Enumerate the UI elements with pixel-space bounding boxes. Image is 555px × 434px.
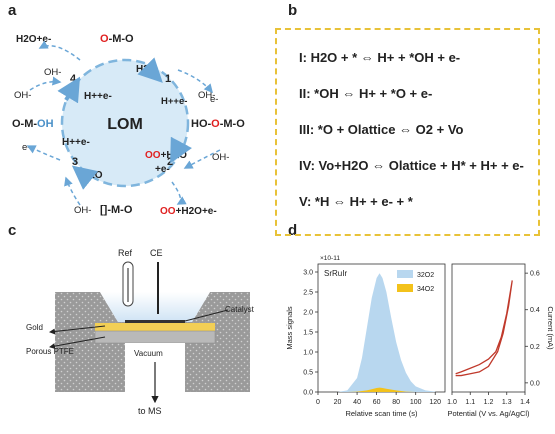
chart2-xtick-label: 1.1 (465, 399, 475, 406)
chart2-ytick-label: 0.2 (530, 344, 540, 351)
arrow-step3 (26, 145, 61, 161)
ref-label: Ref (118, 248, 133, 258)
vacuum-label: Vacuum (134, 349, 163, 358)
chart1-xlabel: Relative scan time (s) (345, 409, 418, 418)
chart1-xtick-label: 20 (334, 399, 342, 406)
top-species: O-M-O (100, 33, 134, 45)
panel-label-b: b (288, 2, 298, 19)
arrow-step3b (64, 176, 81, 206)
chart2-ytick-label: 0.4 (530, 307, 540, 314)
catalyst-label: Catalyst (225, 305, 255, 314)
oh-label-4: OH- (212, 152, 229, 163)
e-label-2: e- (22, 142, 30, 153)
panel-label-d: d (288, 222, 298, 239)
chart1-ytick-label: 2.5 (303, 290, 313, 297)
legend-label-34o2: 34O2 (417, 286, 434, 293)
ptfe-layer (94, 330, 216, 344)
cycle-arrow-1 (137, 57, 163, 83)
oh-label-3: OH- (198, 90, 215, 101)
ptfe-label: Porous PTFE (26, 347, 74, 356)
gold-leader (49, 325, 106, 335)
gold-label: Gold (26, 323, 43, 332)
legend-label-32o2: 32O2 (417, 272, 434, 279)
arrow-step1 (177, 69, 213, 94)
equation-4: IV: Vo+H2O ⇔ Olattice + H* + H+ + e- (299, 158, 524, 173)
arrow-step2 (183, 149, 221, 169)
catalyst-layer (125, 320, 185, 323)
step2-o-o: OO+H2O (145, 150, 187, 161)
chart1-ytick-label: 0.5 (303, 370, 313, 377)
chart1-scale-label: ×10-11 (320, 255, 340, 262)
equation-2: II: *OH ⇔ H+ + *O + e- (299, 86, 433, 101)
lom-center-label: LOM (107, 116, 143, 133)
equation-1: I: H2O + * ⇔ H+ + *OH + e- (299, 50, 461, 65)
legend-swatch-34o2 (397, 284, 413, 292)
chart2-xtick-label: 1.3 (502, 399, 512, 406)
chart1-xtick-label: 80 (392, 399, 400, 406)
oh-label-1: OH- (44, 67, 61, 78)
chart1-ytick-label: 0.0 (303, 390, 313, 397)
ce-label: CE (150, 248, 163, 258)
lom-cycle-diagram: LOM O-M-O H2O+e- O-M-OH HO-O-M-O []-M-O … (12, 33, 245, 217)
chart1-ytick-label: 1.5 (303, 330, 313, 337)
cycle-arrow-2 (170, 136, 192, 164)
chart2-xlabel: Potential (V vs. Ag/AgCl) (447, 409, 530, 418)
to-ms-label: to MS (138, 406, 162, 416)
arrow-step2b (171, 181, 187, 205)
step4-proton: H++e- (84, 91, 112, 102)
step-1: 1 (165, 73, 171, 85)
cycle-arrow-3 (71, 165, 99, 190)
series-32o2-area (337, 273, 436, 392)
equation-box: I: H2O + * ⇔ H+ + *OH + e- II: *OH ⇔ H+ … (275, 28, 540, 236)
e-label-1: e- (210, 94, 218, 105)
top-left-product: H2O+e- (16, 34, 51, 45)
chart2-xtick-label: 1.4 (520, 399, 530, 406)
oh-label-2: OH- (14, 90, 31, 101)
top-left-arrow (38, 40, 81, 61)
dems-chart-figure: 0 20 40 60 80 100 120 0.0 0.5 1.0 1.5 2.0 2.5 3.0 ×10-… (285, 255, 555, 418)
step-3: 3 (72, 156, 78, 168)
chart1-xtick-label: 120 (429, 399, 441, 406)
equation-3: III: *O + Olattice ⇔ O2 + Vo (299, 122, 464, 137)
oh-label-5: OH- (74, 205, 91, 216)
step1-proton: H++e- (161, 96, 187, 107)
chart1-ytick-label: 1.0 (303, 350, 313, 357)
dems-cell-schematic: Ref CE Vacuum to MS Catalyst Gold Porous… (26, 248, 255, 416)
legend-swatch-32o2 (397, 270, 413, 278)
series-34o2-area (347, 387, 416, 392)
chart2-frame (451, 263, 526, 393)
chart2-ytick-label: 0.0 (530, 380, 540, 387)
right-species: HO-O-M-O (191, 118, 245, 130)
panel-label-a: a (8, 2, 17, 19)
chart2-xtick-label: 1.0 (447, 399, 457, 406)
left-species: O-M-OH (12, 118, 54, 130)
bottom-species: []-M-O (100, 204, 133, 216)
panel-label-c: c (8, 222, 17, 239)
gold-layer (95, 323, 215, 331)
equation-5: V: *H ⇔ H+ + e- + * (299, 194, 413, 209)
arrow-step4 (29, 76, 62, 91)
step2-electron: +e- (155, 164, 170, 175)
catalyst-leader (184, 309, 229, 322)
chart2-xtick-label: 1.2 (484, 399, 494, 406)
current-potential-line (455, 280, 513, 377)
electrolyte (100, 292, 210, 322)
chart1-ylabel: Mass signals (285, 306, 294, 350)
chart2-ylabel: Current (mA) (546, 306, 555, 350)
chart1-ytick-label: 3.0 (303, 270, 313, 277)
step-2: 2 (167, 156, 173, 168)
chart1-xtick-label: 0 (316, 399, 320, 406)
chart1-ytick-label: 2.0 (303, 310, 313, 317)
chart1-xtick-label: 60 (373, 399, 381, 406)
chart2-ytick-label: 0.6 (530, 271, 540, 278)
bottom-right-product: OO+H2O+e- (160, 206, 217, 217)
step3-proton: H++e- (62, 137, 90, 148)
ptfe-leader (49, 336, 106, 350)
chart1-sample-label: SrRuIr (324, 269, 347, 278)
cycle-arrow-4 (57, 76, 81, 104)
chart1-xtick-label: 40 (353, 399, 361, 406)
lom-circle (60, 58, 190, 188)
chart1-xtick-label: 100 (410, 399, 422, 406)
